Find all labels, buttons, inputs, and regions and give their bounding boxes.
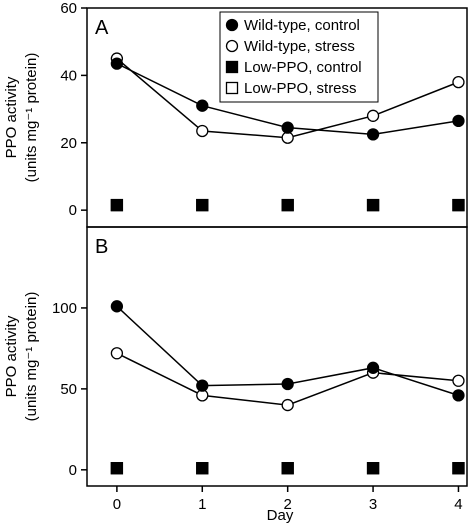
data-point bbox=[196, 198, 209, 212]
legend: Wild-type, control Wild-type, stress Low-P… bbox=[219, 11, 379, 103]
data-point bbox=[281, 198, 294, 212]
y-tick-label: 40 bbox=[60, 67, 77, 84]
data-point bbox=[196, 462, 209, 475]
data-point bbox=[281, 398, 294, 412]
y-tick-label: 100 bbox=[52, 300, 77, 317]
x-axis-title: Day bbox=[267, 507, 294, 524]
legend-box bbox=[219, 11, 379, 103]
data-point bbox=[110, 198, 124, 212]
data-point bbox=[110, 347, 124, 360]
data-point bbox=[452, 462, 465, 475]
legend-marker bbox=[225, 39, 239, 53]
y-axis-title: PPO activity bbox=[3, 76, 20, 158]
panel-b: B 0 50 100 PPO activity (units mg⁻¹ protein) 0… bbox=[3, 226, 468, 513]
x-tick-label: 0 bbox=[113, 496, 121, 513]
legend-label: Wild-type, control bbox=[244, 17, 360, 34]
y-axis-title: PPO activity bbox=[3, 315, 20, 397]
data-point bbox=[110, 57, 124, 70]
data-point bbox=[110, 462, 124, 475]
data-point bbox=[110, 300, 124, 313]
y-tick-label: 0 bbox=[69, 202, 77, 219]
data-point bbox=[452, 198, 465, 212]
legend-label: Wild-type, stress bbox=[244, 38, 355, 55]
data-point bbox=[196, 124, 209, 138]
y-axis-unit: (units mg⁻¹ protein) bbox=[23, 53, 40, 183]
panel-frame bbox=[86, 226, 468, 487]
legend-label: Low-PPO, stress bbox=[244, 80, 357, 97]
data-point bbox=[366, 128, 380, 141]
x-tick-label: 1 bbox=[198, 496, 206, 513]
x-tick-label: 4 bbox=[454, 496, 462, 513]
panel-letter: B bbox=[95, 236, 108, 258]
data-point bbox=[281, 131, 294, 144]
x-tick-label: 3 bbox=[369, 496, 377, 513]
legend-marker bbox=[225, 81, 239, 95]
data-point bbox=[452, 75, 465, 89]
data-point bbox=[366, 462, 380, 475]
panel-a: A 0 20 40 60 PPO activity (units mg⁻¹ protein) bbox=[3, 0, 468, 228]
y-axis-unit: (units mg⁻¹ protein) bbox=[23, 292, 40, 422]
data-point bbox=[452, 389, 465, 402]
legend-marker bbox=[225, 60, 239, 74]
data-point bbox=[366, 361, 380, 374]
y-tick-label: 50 bbox=[60, 381, 77, 398]
data-point bbox=[281, 462, 294, 475]
data-point bbox=[281, 121, 294, 134]
data-point bbox=[366, 109, 380, 122]
y-tick-label: 0 bbox=[69, 462, 77, 479]
y-tick-label: 60 bbox=[60, 0, 77, 17]
panel-letter: A bbox=[95, 17, 109, 39]
x-tick-label: 2 bbox=[284, 496, 292, 513]
data-point bbox=[452, 374, 465, 387]
data-point bbox=[366, 198, 380, 212]
legend-label: Low-PPO, control bbox=[244, 59, 362, 76]
legend-marker bbox=[225, 18, 239, 32]
data-point bbox=[452, 114, 465, 128]
data-point bbox=[196, 379, 209, 392]
y-tick-label: 20 bbox=[60, 135, 77, 152]
data-point bbox=[196, 99, 209, 112]
data-point bbox=[281, 377, 294, 391]
